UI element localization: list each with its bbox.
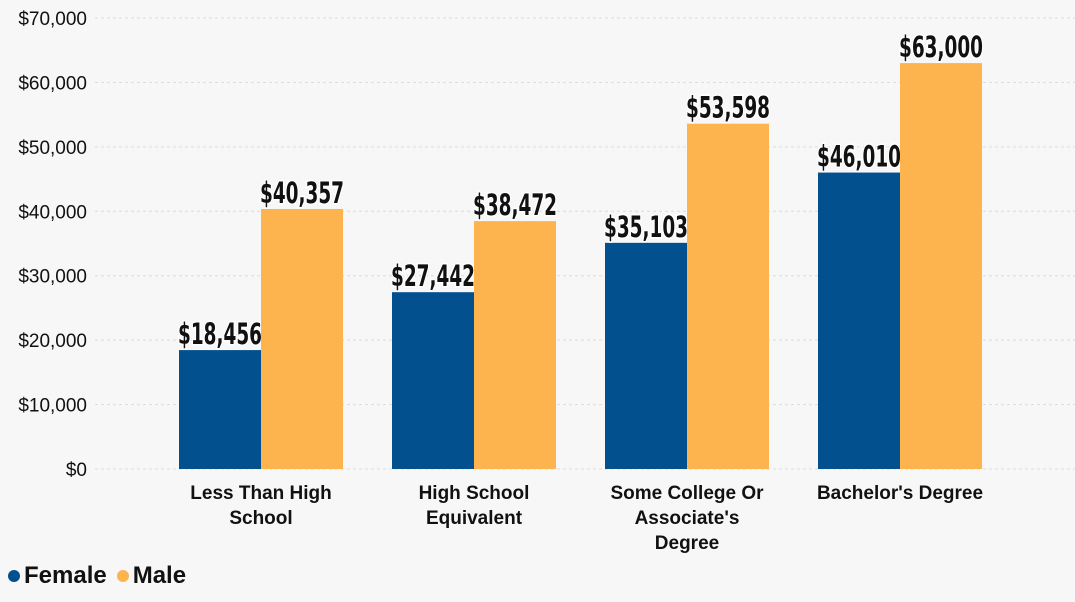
x-tick-label: Some College Or Associate's Degree (610, 483, 764, 554)
bar-female (605, 242, 687, 469)
x-tick-label: Less Than High School (190, 483, 331, 529)
data-label: $63,000 (899, 30, 983, 64)
legend-item-male: Male (116, 562, 187, 590)
y-tick-label: $60,000 (18, 73, 87, 94)
bar-female (179, 350, 261, 469)
bar-male (474, 221, 556, 469)
y-tick-label: $70,000 (18, 9, 87, 30)
data-label: $18,456 (178, 317, 262, 351)
legend-item-female: Female (8, 562, 107, 590)
bar-male (900, 63, 982, 469)
data-label: $53,598 (686, 91, 770, 125)
y-tick-label: $0 (66, 460, 87, 481)
x-tick-label: High School Equivalent (419, 483, 530, 529)
y-tick-label: $30,000 (18, 267, 87, 288)
bar-male (261, 208, 343, 470)
bar-female (392, 292, 474, 469)
bar-female (818, 172, 900, 469)
data-label: $38,472 (473, 188, 557, 222)
legend-label-female: Female (24, 562, 107, 589)
bar-male (687, 123, 769, 469)
bar-chart: $0 $10,000 $20,000 $30,000 $40,000 $50,000 $60… (18, 9, 1075, 554)
x-tick-label: Bachelor's Degree (817, 483, 983, 504)
data-label: $27,442 (391, 259, 475, 293)
legend-marker-female (8, 570, 20, 582)
legend-label-male: Male (132, 562, 187, 589)
legend-marker-male (116, 570, 129, 582)
data-label: $46,010 (817, 140, 901, 174)
y-tick-label: $10,000 (18, 396, 87, 417)
y-tick-label: $40,000 (18, 202, 87, 223)
data-label: $40,357 (260, 176, 344, 210)
y-tick-label: $20,000 (18, 331, 87, 352)
y-tick-label: $50,000 (18, 138, 87, 159)
legend: Female Male (8, 562, 186, 590)
data-label: $35,103 (604, 210, 688, 244)
